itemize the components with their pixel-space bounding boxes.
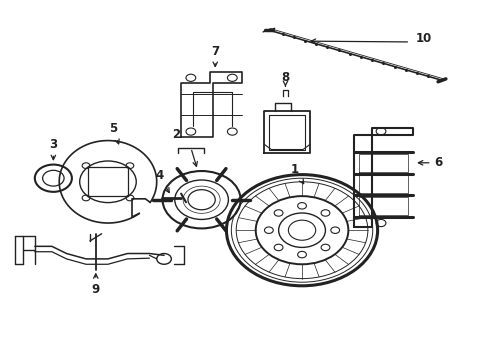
Text: 8: 8	[281, 71, 289, 84]
Text: 10: 10	[415, 32, 431, 45]
Text: 6: 6	[418, 156, 442, 169]
Text: 9: 9	[91, 274, 100, 296]
Text: 7: 7	[211, 45, 219, 67]
Text: 5: 5	[108, 122, 119, 144]
Text: 4: 4	[155, 169, 169, 193]
Text: 1: 1	[290, 163, 303, 184]
Text: 3: 3	[49, 138, 57, 160]
Text: 2: 2	[172, 127, 180, 141]
